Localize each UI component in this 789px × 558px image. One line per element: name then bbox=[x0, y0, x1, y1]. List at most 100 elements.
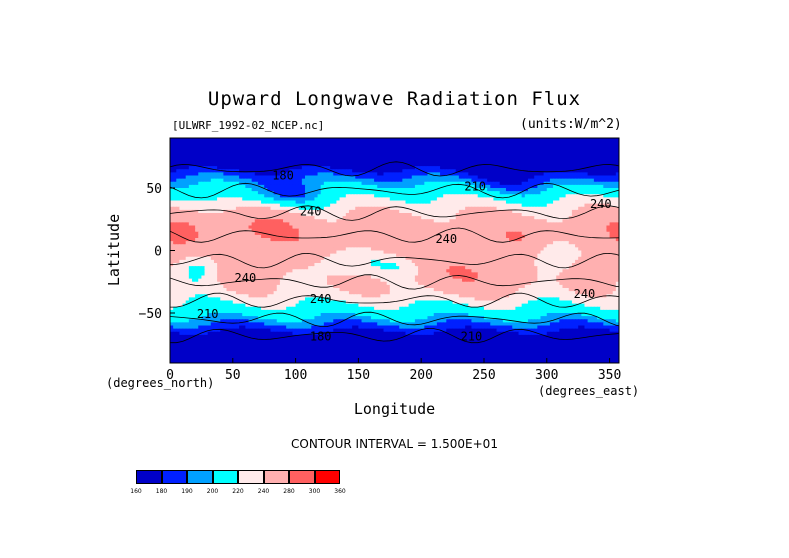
heatmap-cell bbox=[389, 194, 394, 198]
heatmap-cell bbox=[452, 203, 457, 208]
heatmap-cell bbox=[612, 141, 617, 145]
heatmap-cell bbox=[433, 178, 438, 183]
heatmap-cell bbox=[606, 138, 611, 142]
heatmap-cell bbox=[239, 209, 243, 214]
heatmap-cell bbox=[207, 163, 212, 167]
heatmap-cell bbox=[273, 219, 278, 223]
heatmap-cell bbox=[440, 172, 444, 177]
heatmap-cell bbox=[505, 156, 510, 161]
heatmap-cell bbox=[311, 141, 316, 145]
heatmap-cell bbox=[418, 169, 422, 173]
heatmap-cell bbox=[543, 194, 548, 198]
heatmap-cell bbox=[355, 244, 359, 248]
heatmap-cell bbox=[261, 166, 265, 170]
heatmap-cell bbox=[606, 216, 611, 220]
heatmap-cell bbox=[414, 138, 419, 142]
heatmap-cell bbox=[546, 188, 551, 192]
heatmap-cell bbox=[220, 213, 224, 217]
heatmap-cell bbox=[173, 234, 177, 239]
heatmap-cell bbox=[559, 213, 564, 217]
heatmap-cell bbox=[270, 175, 275, 180]
heatmap-cell bbox=[348, 178, 353, 183]
heatmap-cell bbox=[606, 141, 611, 145]
heatmap-cell bbox=[531, 203, 535, 208]
heatmap-cell bbox=[440, 194, 444, 198]
heatmap-cell bbox=[581, 163, 586, 167]
heatmap-cell bbox=[239, 219, 243, 223]
heatmap-cell bbox=[455, 175, 460, 180]
heatmap-cell bbox=[339, 222, 344, 227]
heatmap-cell bbox=[380, 184, 385, 189]
heatmap-cell bbox=[226, 244, 231, 248]
heatmap-cell bbox=[549, 178, 554, 183]
heatmap-cell bbox=[345, 228, 350, 233]
heatmap-cell bbox=[427, 150, 432, 155]
heatmap-cell bbox=[502, 144, 507, 148]
heatmap-cell bbox=[418, 213, 422, 217]
heatmap-cell bbox=[499, 231, 504, 236]
heatmap-cell bbox=[600, 188, 604, 192]
heatmap-cell bbox=[273, 222, 278, 227]
heatmap-cell bbox=[527, 238, 532, 242]
heatmap-cell bbox=[176, 238, 181, 242]
heatmap-cell bbox=[248, 172, 253, 177]
heatmap-cell bbox=[217, 169, 221, 173]
heatmap-cell bbox=[612, 147, 617, 152]
heatmap-cell bbox=[182, 169, 187, 173]
heatmap-cell bbox=[430, 178, 435, 183]
heatmap-cell bbox=[427, 231, 432, 236]
heatmap-cell bbox=[474, 203, 479, 208]
heatmap-cell bbox=[210, 200, 215, 205]
heatmap-cell bbox=[226, 181, 231, 186]
heatmap-cell bbox=[518, 219, 523, 223]
heatmap-cell bbox=[254, 141, 259, 145]
heatmap-cell bbox=[301, 197, 306, 202]
heatmap-cell bbox=[264, 166, 268, 170]
heatmap-cell bbox=[418, 203, 422, 208]
heatmap-cell bbox=[392, 222, 397, 227]
heatmap-cell bbox=[270, 244, 275, 248]
heatmap-cell bbox=[257, 150, 262, 155]
heatmap-cell bbox=[578, 175, 582, 180]
heatmap-cell bbox=[556, 156, 560, 161]
heatmap-cell bbox=[170, 216, 174, 220]
heatmap-cell bbox=[242, 166, 246, 170]
heatmap-cell bbox=[176, 150, 181, 155]
heatmap-cell bbox=[333, 166, 338, 170]
heatmap-cell bbox=[537, 216, 542, 220]
heatmap-cell bbox=[320, 172, 325, 177]
heatmap-cell bbox=[352, 219, 356, 223]
heatmap-cell bbox=[480, 203, 485, 208]
heatmap-cell bbox=[348, 138, 353, 142]
heatmap-cell bbox=[593, 209, 598, 214]
heatmap-cell bbox=[402, 213, 407, 217]
heatmap-cell bbox=[320, 209, 325, 214]
heatmap-cell bbox=[465, 188, 469, 192]
heatmap-cell bbox=[396, 231, 400, 236]
heatmap-cell bbox=[188, 153, 193, 158]
heatmap-cell bbox=[364, 166, 369, 170]
heatmap-cell bbox=[374, 231, 378, 236]
heatmap-cell bbox=[207, 203, 212, 208]
heatmap-cell bbox=[235, 228, 240, 233]
heatmap-cell bbox=[458, 159, 463, 164]
heatmap-cell bbox=[584, 231, 589, 236]
heatmap-cell bbox=[179, 231, 184, 236]
heatmap-cell bbox=[515, 197, 520, 202]
heatmap-cell bbox=[603, 144, 608, 148]
heatmap-cell bbox=[430, 200, 435, 205]
heatmap-cell bbox=[502, 166, 507, 170]
heatmap-cell bbox=[527, 166, 532, 170]
heatmap-cell bbox=[518, 153, 523, 158]
heatmap-cell bbox=[537, 213, 542, 217]
heatmap-cell bbox=[553, 213, 557, 217]
heatmap-cell bbox=[606, 206, 611, 211]
heatmap-cell bbox=[235, 138, 240, 142]
heatmap-cell bbox=[433, 159, 438, 164]
heatmap-cell bbox=[449, 200, 454, 205]
heatmap-cell bbox=[286, 156, 290, 161]
heatmap-cell bbox=[374, 206, 378, 211]
heatmap-cell bbox=[515, 203, 520, 208]
heatmap-cell bbox=[521, 200, 526, 205]
heatmap-cell bbox=[612, 216, 617, 220]
